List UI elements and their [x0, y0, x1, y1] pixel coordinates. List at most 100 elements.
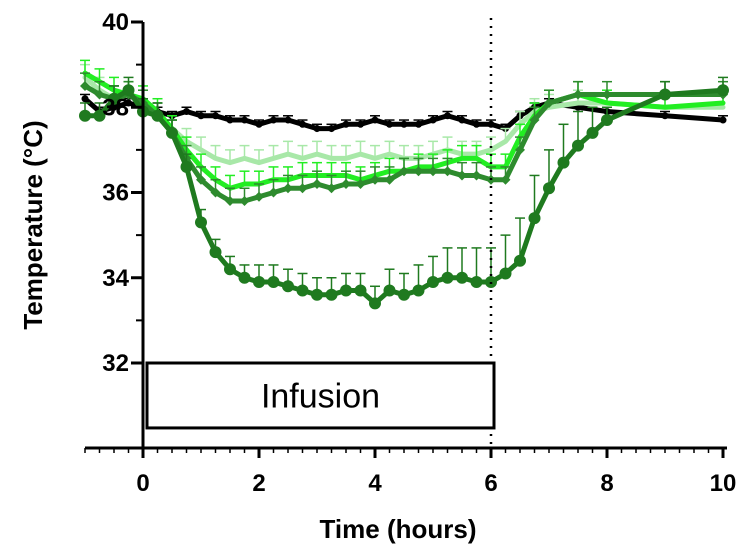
data-point: [297, 183, 308, 194]
data-point: [383, 284, 396, 297]
data-point: [180, 160, 193, 173]
data-point: [283, 183, 293, 194]
data-point: [209, 246, 222, 259]
data-point: [328, 125, 335, 133]
data-point: [386, 120, 393, 128]
data-point: [659, 88, 671, 101]
y-tick-label: 34: [102, 265, 129, 292]
data-point: [357, 120, 364, 128]
data-point: [717, 84, 729, 97]
data-point: [268, 187, 279, 198]
data-point: [81, 95, 89, 103]
x-tick-label: 10: [710, 470, 737, 497]
data-point: [108, 92, 120, 105]
data-point: [340, 284, 352, 297]
data-point: [94, 89, 105, 100]
data-point: [282, 280, 294, 293]
data-point: [543, 182, 555, 195]
data-point: [241, 116, 248, 124]
data-point: [398, 288, 410, 301]
data-point: [413, 166, 424, 177]
data-point: [514, 254, 526, 267]
data-point: [296, 284, 309, 297]
y-tick-label: 38: [102, 94, 129, 121]
data-point: [311, 288, 323, 301]
data-point: [471, 170, 482, 181]
data-point: [400, 120, 408, 128]
data-point: [429, 116, 437, 124]
x-axis-title: Time (hours): [320, 514, 477, 544]
data-point: [270, 116, 277, 124]
data-point: [313, 125, 321, 133]
y-tick-label: 32: [102, 350, 129, 377]
data-point: [573, 89, 583, 100]
data-point: [255, 120, 263, 128]
data-point: [79, 109, 91, 122]
data-point: [125, 99, 132, 107]
data-point: [93, 109, 106, 122]
data-point: [442, 166, 453, 177]
data-point: [399, 166, 409, 177]
data-point: [412, 284, 425, 297]
data-point: [557, 156, 570, 169]
data-point: [225, 196, 235, 207]
data-point: [457, 170, 467, 181]
x-tick-label: 8: [600, 470, 613, 497]
data-point: [515, 144, 525, 155]
data-point: [342, 120, 350, 128]
data-point: [384, 174, 395, 185]
axes-layer: 32 34 36 38 40 0 2 4 6 8 10: [84, 9, 737, 497]
data-point: [586, 126, 599, 139]
data-point: [415, 120, 422, 128]
data-point: [197, 112, 205, 120]
data-point: [601, 114, 613, 127]
data-point: [341, 178, 351, 189]
series-layer: [79, 59, 729, 310]
infusion-label: Infusion: [261, 377, 380, 415]
annotation-layer: Infusion: [145, 18, 496, 448]
data-point: [238, 271, 251, 284]
data-point: [325, 288, 338, 301]
data-point: [166, 126, 178, 139]
data-point: [267, 276, 280, 289]
data-point: [212, 112, 219, 120]
data-point: [195, 216, 207, 229]
data-point: [183, 108, 190, 116]
data-point: [602, 89, 612, 100]
data-point: [444, 112, 451, 120]
data-point: [196, 174, 206, 185]
data-point: [458, 116, 466, 124]
data-point: [354, 284, 367, 297]
data-point: [661, 112, 669, 120]
data-point: [284, 116, 292, 124]
data-point: [299, 120, 306, 128]
data-point: [151, 109, 164, 122]
data-point: [355, 178, 366, 189]
data-point: [572, 139, 584, 152]
data-point: [80, 80, 90, 91]
data-point: [370, 174, 380, 185]
data-point: [487, 120, 495, 128]
data-point: [122, 84, 135, 97]
data-point: [428, 166, 438, 177]
y-tick-label: 40: [102, 9, 129, 36]
data-point: [239, 196, 250, 207]
data-point: [110, 103, 118, 111]
data-point: [253, 276, 265, 289]
data-point: [544, 97, 554, 108]
data-point: [312, 178, 322, 189]
y-axis-title: Temperature (°C): [18, 120, 48, 329]
data-point: [210, 187, 221, 198]
x-tick-label: 6: [484, 470, 497, 497]
data-point: [470, 276, 483, 289]
data-point: [500, 174, 511, 185]
data-point: [719, 116, 727, 124]
data-point: [224, 263, 236, 276]
data-point: [427, 276, 439, 289]
x-tick-label: 0: [136, 470, 149, 497]
series-0: [80, 93, 728, 133]
data-point: [226, 116, 234, 124]
data-point: [371, 116, 379, 124]
data-point: [369, 297, 381, 310]
